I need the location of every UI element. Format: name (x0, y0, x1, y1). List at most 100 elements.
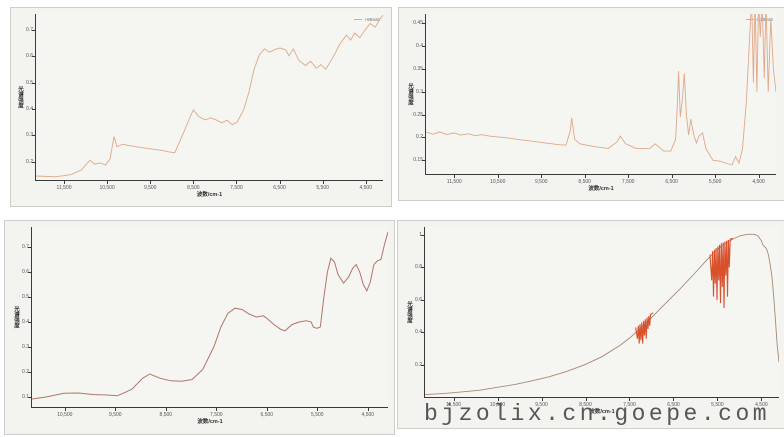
x-tick-mark (150, 180, 152, 184)
x-axis-title: 波数/cm-1 (589, 409, 615, 415)
curve-spectrum (32, 231, 388, 400)
x-tick-label: 10,500 (489, 402, 506, 408)
curve-spectrum (36, 14, 383, 178)
x-tick-mark (629, 397, 631, 401)
y-tick-mark (421, 235, 425, 237)
x-tick-mark (317, 407, 319, 411)
y-tick-label: 0.7 (22, 244, 29, 250)
x-tick-mark (454, 174, 456, 178)
x-tick-label: 5,500 (711, 402, 724, 408)
y-tick-mark (422, 137, 426, 139)
x-tick-label: 7,500 (230, 185, 243, 191)
spectrum-bottom-left-canvas (32, 231, 388, 400)
y-tick-mark (421, 299, 425, 301)
y-tick-label: 0.7 (26, 26, 33, 33)
y-tick-label: 0.45 (413, 20, 423, 27)
legend: +9Beab (354, 17, 380, 22)
x-tick-label: 10,500 (490, 179, 506, 185)
x-tick-mark (585, 397, 587, 401)
x-tick-label: 6,500 (273, 185, 286, 191)
plot-area-top-right: 光谱强度 波数/cm-1 4.3Beab 11,500 10,500 9,500 8,… (407, 14, 776, 192)
x-tick-label: 8,500 (159, 412, 173, 418)
x-tick-mark (266, 407, 268, 411)
y-tick-mark (422, 160, 426, 162)
legend-label: 4.3Beab (756, 17, 773, 22)
plot-area-bottom-left: 光谱强度 波数/cm-1 10,500 9,500 8,500 7,500 6,500 5… (13, 227, 388, 425)
y-tick-mark (421, 332, 425, 334)
y-tick-mark (422, 46, 426, 47)
x-tick-mark (64, 180, 66, 184)
y-axis-title: 光谱强度 (17, 86, 23, 108)
x-tick-mark (322, 180, 324, 184)
spectrum-chart-bottom-left: 光谱强度 波数/cm-1 10,500 9,500 8,500 7,500 6,500 5… (4, 220, 395, 435)
y-tick-label: 0.5 (26, 79, 33, 86)
watermark: bjzolix.cn.goepe.com (424, 401, 771, 427)
curve-absorption-band-2 (709, 237, 733, 309)
y-tick-label: 1 (419, 232, 422, 239)
y-tick-label: 0.6 (415, 296, 422, 303)
x-axis-title: 波数/cm-1 (588, 186, 614, 192)
x-tick-mark (671, 174, 673, 178)
plot-area-bottom-right: 光谱强度 波数/cm-1 11,500 10,500 9,500 8,500 7,500… (406, 227, 779, 415)
x-tick-mark (584, 174, 586, 178)
x-tick-label: 9,500 (143, 185, 157, 191)
x-tick-mark (761, 397, 763, 401)
x-tick-label: 6,500 (667, 402, 680, 408)
x-tick-mark (115, 407, 117, 411)
x-tick-mark (236, 180, 238, 184)
y-tick-label: 0.2 (415, 361, 422, 368)
y-tick-label: 0.5 (22, 294, 29, 300)
y-tick-label: 0.35 (413, 65, 423, 72)
x-tick-mark (628, 174, 630, 178)
y-tick-label: 0.4 (415, 329, 422, 336)
y-tick-label: 0.1 (22, 394, 29, 400)
y-tick-label: 0.6 (22, 269, 29, 275)
x-tick-mark (497, 397, 499, 401)
y-tick-label: 0.3 (416, 88, 423, 95)
y-tick-label: 0.4 (22, 319, 29, 325)
y-tick-mark (32, 82, 36, 84)
spectrum-chart-top-left: 光谱强度 波数/cm-1 +9Beab 11,500 10,500 9,500 8,5… (10, 7, 392, 207)
x-tick-label: 10,500 (99, 185, 115, 191)
x-tick-mark (541, 397, 543, 401)
plot-area-top-left: 光谱强度 波数/cm-1 +9Beab 11,500 10,500 9,500 8,5… (17, 14, 383, 198)
y-tick-mark (32, 108, 36, 110)
x-tick-label: 6,500 (260, 412, 274, 418)
x-tick-mark (715, 174, 717, 178)
x-tick-label: 8,500 (187, 185, 200, 191)
y-tick-label: 0.8 (415, 264, 422, 271)
x-tick-label: 5,500 (311, 412, 324, 418)
y-axis-title: 光谱强度 (407, 83, 413, 105)
x-tick-label: 8,500 (579, 402, 592, 408)
spectrum-chart-bottom-right: 光谱强度 波数/cm-1 11,500 10,500 9,500 8,500 7,500… (397, 220, 784, 429)
x-tick-label: 9,500 (534, 179, 548, 185)
x-tick-mark (758, 174, 760, 178)
x-tick-label: 7,500 (621, 179, 635, 185)
x-tick-label: 5,500 (316, 185, 329, 191)
y-tick-mark (32, 56, 36, 58)
legend-label: +9Beab (364, 17, 380, 22)
x-axis-title: 波数/cm-1 (196, 192, 223, 198)
y-tick-mark (28, 322, 32, 323)
x-tick-label: 8,500 (578, 179, 591, 185)
x-tick-mark (717, 397, 719, 401)
y-tick-label: 0.2 (22, 369, 29, 375)
y-tick-label: 0.4 (416, 43, 423, 49)
spectrum-bottom-right-canvas (425, 233, 779, 396)
y-tick-mark (422, 68, 426, 70)
spectrum-chart-top-right: 光谱强度 波数/cm-1 4.3Beab 11,500 10,500 9,500 8,… (398, 7, 784, 201)
x-tick-label: 7,500 (210, 412, 223, 418)
y-tick-mark (32, 29, 36, 31)
curve-continuum (425, 233, 779, 396)
y-tick-label: 0.15 (413, 157, 423, 164)
y-tick-label: 0.4 (26, 105, 33, 112)
legend-swatch (354, 19, 363, 20)
x-tick-label: 11,500 (446, 179, 462, 185)
x-axis-title: 波数/cm-1 (197, 419, 223, 425)
y-tick-mark (421, 364, 425, 366)
x-tick-mark (165, 407, 167, 411)
y-tick-label: 0.2 (26, 158, 33, 165)
y-tick-mark (28, 372, 32, 373)
y-tick-label: 0.6 (26, 53, 33, 60)
